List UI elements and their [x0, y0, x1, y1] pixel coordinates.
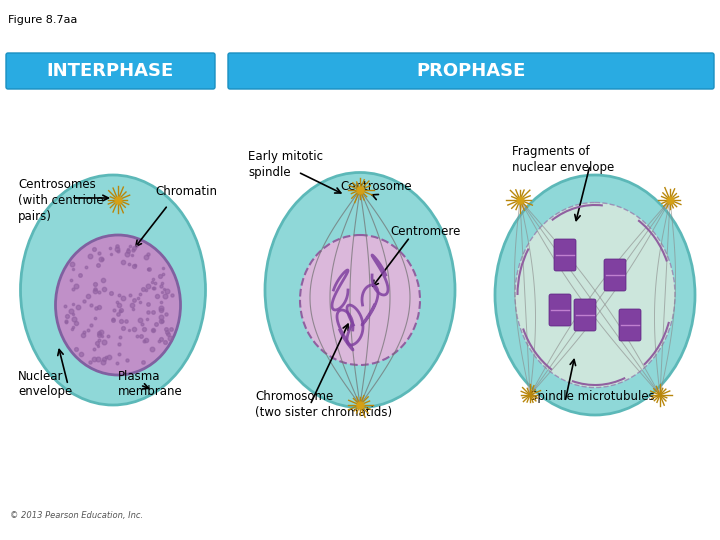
Ellipse shape [515, 202, 675, 388]
Ellipse shape [265, 172, 455, 408]
Text: Chromatin: Chromatin [155, 185, 217, 198]
Ellipse shape [300, 235, 420, 365]
Text: Figure 8.7aa: Figure 8.7aa [8, 15, 77, 25]
Text: Centrosomes
(with centriole
pairs): Centrosomes (with centriole pairs) [18, 178, 104, 223]
Text: © 2013 Pearson Education, Inc.: © 2013 Pearson Education, Inc. [10, 511, 143, 520]
Text: Centromere: Centromere [390, 225, 460, 238]
FancyBboxPatch shape [6, 53, 215, 89]
FancyBboxPatch shape [574, 299, 596, 331]
Text: Nuclear
envelope: Nuclear envelope [18, 370, 72, 398]
Text: PROPHASE: PROPHASE [416, 62, 526, 80]
Ellipse shape [55, 235, 181, 375]
FancyBboxPatch shape [619, 309, 641, 341]
FancyBboxPatch shape [604, 259, 626, 291]
FancyBboxPatch shape [228, 53, 714, 89]
Text: Chromosome
(two sister chromatids): Chromosome (two sister chromatids) [255, 390, 392, 419]
Text: Centrosome: Centrosome [340, 180, 412, 193]
Text: Early mitotic
spindle: Early mitotic spindle [248, 150, 323, 179]
Text: INTERPHASE: INTERPHASE [46, 62, 174, 80]
Text: Fragments of
nuclear envelope: Fragments of nuclear envelope [512, 145, 614, 174]
Ellipse shape [20, 175, 205, 405]
FancyBboxPatch shape [549, 294, 571, 326]
Ellipse shape [495, 175, 695, 415]
FancyBboxPatch shape [554, 239, 576, 271]
Text: Spindle microtubules: Spindle microtubules [530, 390, 654, 403]
Text: Plasma
membrane: Plasma membrane [118, 370, 183, 398]
